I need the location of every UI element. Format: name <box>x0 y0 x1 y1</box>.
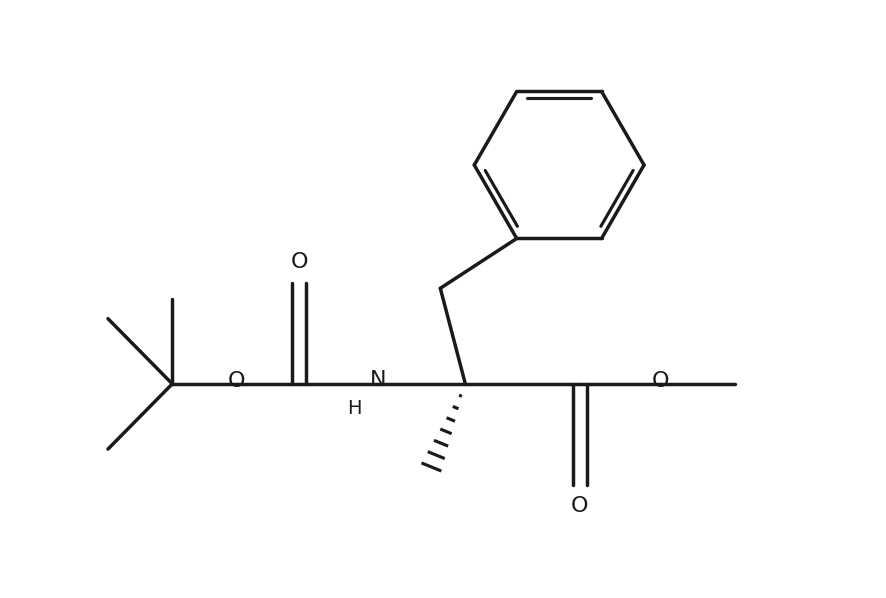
Text: O: O <box>291 252 308 272</box>
Text: O: O <box>651 371 669 391</box>
Text: O: O <box>228 371 245 391</box>
Text: N: N <box>369 370 386 390</box>
Text: O: O <box>571 496 588 515</box>
Text: H: H <box>347 399 361 419</box>
